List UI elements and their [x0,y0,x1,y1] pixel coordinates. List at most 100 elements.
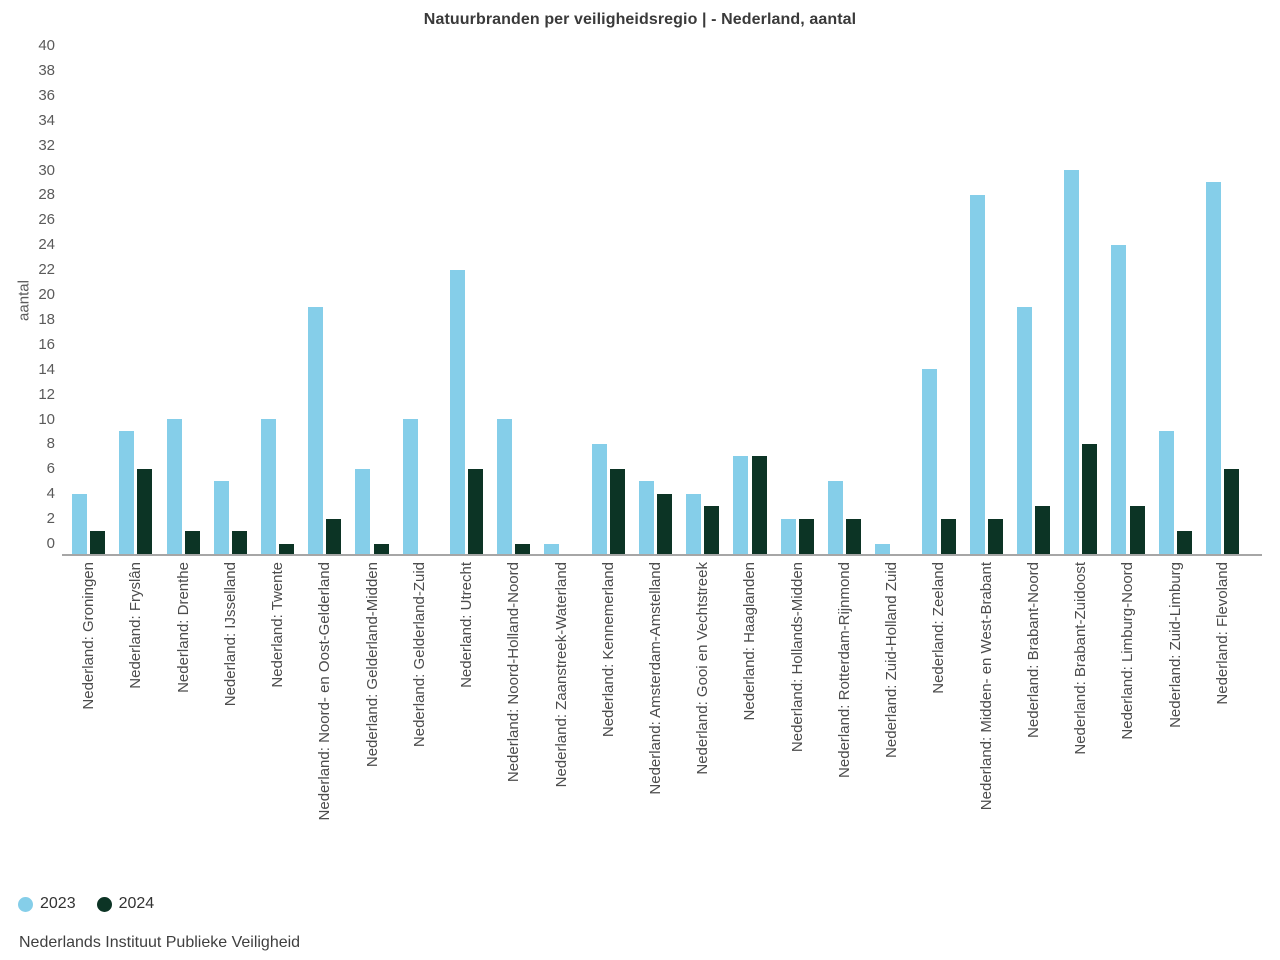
y-tick-label: 38 [38,61,55,79]
y-tick-label: 26 [38,211,55,229]
x-axis-category-label: Nederland: Haaglanden [741,562,759,721]
bar-2023 [449,269,465,554]
source-text: Nederlands Instituut Publieke Veiligheid [19,934,301,951]
bar-2024 [515,543,531,554]
y-tick-label: 12 [38,385,55,403]
y-tick-label: 8 [46,435,55,453]
y-tick-label: 34 [38,111,55,129]
x-axis-category-label: Nederland: Kennemerland [599,562,617,738]
x-axis-category-label: Nederland: Gelderland-Midden [363,562,381,768]
x-axis-category-label: Nederland: IJsselland [221,562,239,707]
bar-2024 [1035,506,1051,554]
x-axis-category-label: Nederland: Rotterdam-Rijnmond [835,562,853,778]
y-tick-label: 16 [38,335,55,353]
y-tick-label: 6 [46,460,55,478]
bar-2023 [260,419,276,554]
x-axis-category-label: Nederland: Flevoland [1213,562,1231,705]
bar-2023 [875,543,891,554]
y-tick-label: 24 [38,236,55,254]
bar-2024 [1129,506,1145,554]
bar-2023 [1205,182,1221,554]
x-axis-category-label: Nederland: Midden- en West-Brabant [977,562,995,811]
bar-2023 [119,431,135,554]
x-axis-category-label: Nederland: Limburg-Noord [1119,562,1137,740]
bar-2024 [798,518,814,554]
bar-2023 [308,306,324,554]
x-axis-category-label: Nederland: Gelderland-Zuid [410,562,428,748]
bar-2023 [1111,244,1127,554]
x-axis-category-label: Nederland: Brabant-Zuidoost [1072,562,1090,755]
x-axis-category-label: Nederland: Zeeland [930,562,948,694]
bar-2023 [638,481,654,554]
bar-2024 [1176,531,1192,554]
legend-swatch-icon [96,896,112,912]
bar-2024 [326,518,342,554]
x-axis-category-label: Nederland: Noord-Holland-Noord [505,562,523,783]
y-tick-label: 2 [46,510,55,528]
bar-2023 [780,518,796,554]
y-tick-label: 40 [38,37,55,54]
x-axis-category-label: Nederland: Brabant-Noord [1024,562,1042,738]
bar-2024 [704,506,720,554]
y-tick-label: 32 [38,136,55,154]
x-axis-category-label: Nederland: Fryslân [127,562,145,689]
bar-2024 [90,531,106,554]
chart-title: Natuurbranden per veiligheidsregio | - N… [423,11,857,28]
x-axis-category-label: Nederland: Gooi en Vechtstreek [694,562,712,775]
x-axis-category-label: Nederland: Zuid-Limburg [1166,562,1184,728]
bar-2024 [609,468,625,554]
bar-2023 [166,419,182,554]
legend: 2023 2024 [18,895,154,913]
bar-2023 [1016,306,1032,554]
bar-2024 [184,531,200,554]
x-axis-category-label: Nederland: Hollands-Midden [788,562,806,753]
bar-2024 [940,518,956,554]
bar-2023 [733,456,749,554]
bar-2023 [213,481,229,554]
bar-2024 [279,543,295,554]
bar-2024 [373,543,389,554]
bar-2024 [751,456,767,554]
x-axis-category-label: Nederland: Utrecht [458,562,476,688]
legend-swatch-icon [18,896,33,912]
y-tick-label: 0 [46,535,55,552]
x-axis-category-label: Nederland: Twente [269,562,287,688]
y-tick-label: 20 [38,286,55,303]
bar-2023 [827,481,843,554]
y-tick-label: 4 [46,485,55,503]
bar-2023 [72,493,88,554]
y-tick-label: 30 [38,161,55,179]
bar-2023 [922,369,938,554]
bar-2024 [231,531,247,554]
y-tick-label: 14 [38,360,55,378]
bar-2024 [468,468,484,554]
y-tick-label: 36 [38,86,55,104]
x-axis-category-label: Nederland: Amsterdam-Amstelland [647,562,664,795]
bar-2024 [1082,443,1098,554]
x-axis-category-label: Nederland: Zaanstreek-Waterland [552,562,570,788]
bar-2023 [497,419,513,554]
bar-2024 [657,493,673,554]
bar-2023 [969,194,985,554]
x-axis-category-label: Nederland: Drenthe [174,562,192,693]
x-axis-category-label: Nederland: Zuid-Holland Zuid [883,562,901,758]
bar-2024 [846,518,862,554]
y-tick-label: 28 [38,186,55,204]
legend-item-2023: 2023 [18,895,76,913]
y-tick-label: 18 [38,310,55,328]
x-axis-line [62,554,1262,556]
bar-2024 [1223,468,1239,554]
y-tick-label: 10 [38,410,55,428]
bar-2023 [1064,170,1080,554]
bar-2023 [686,493,702,554]
x-axis-category-label: Nederland: Noord- en Oost-Gelderland [316,562,334,821]
bar-2023 [591,443,607,554]
bar-2023 [402,419,418,554]
legend-label: 2024 [118,895,155,912]
legend-label: 2023 [40,895,76,912]
bar-2024 [137,468,153,554]
bar-2023 [355,468,371,554]
bar-2023 [1158,431,1174,554]
